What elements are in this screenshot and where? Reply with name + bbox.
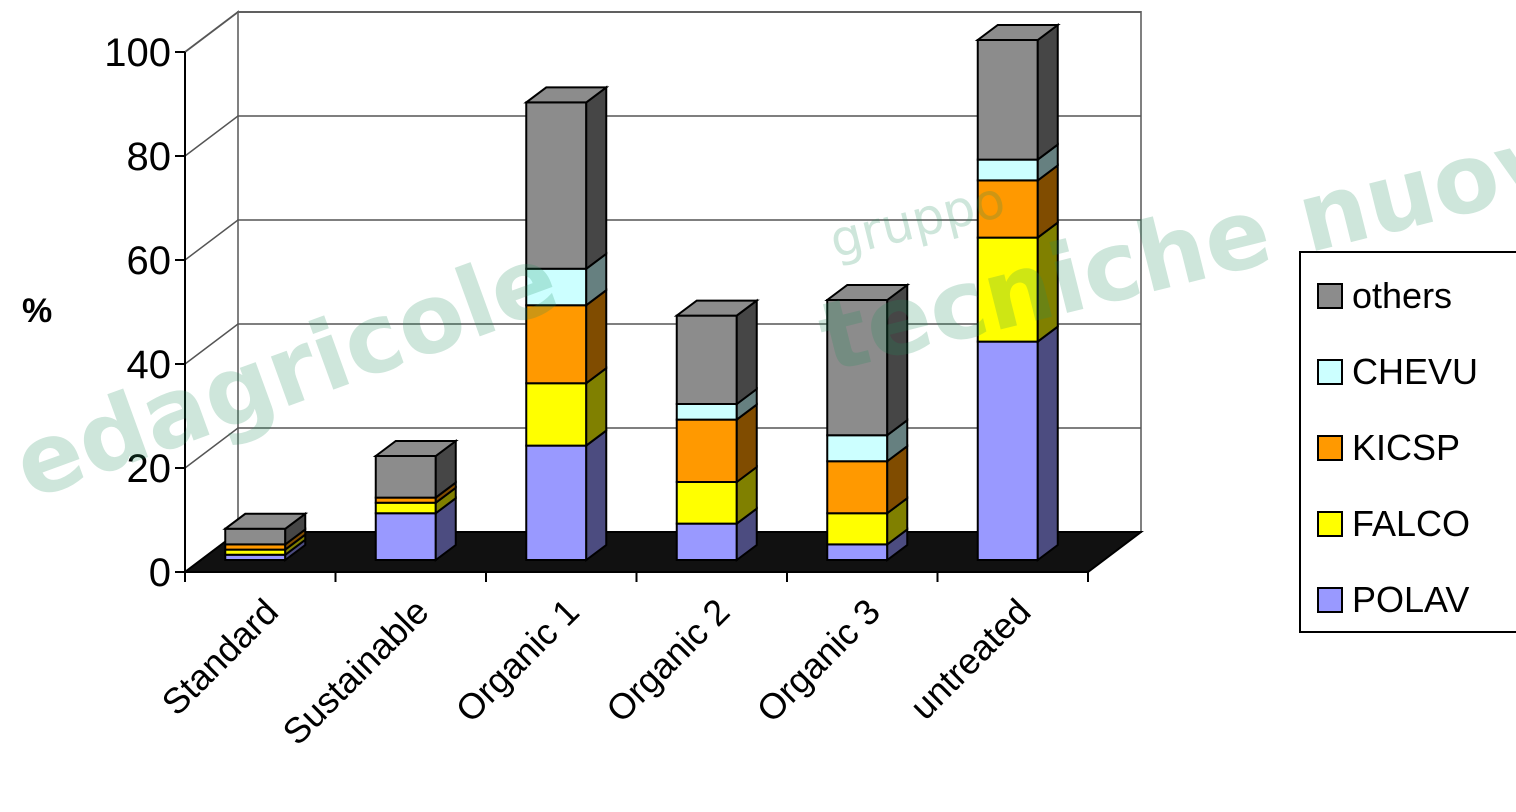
- y-tick-label: 100: [104, 31, 171, 75]
- bar-front: [525, 444, 588, 561]
- bar-front: [976, 39, 1039, 161]
- gridline: [184, 219, 1141, 261]
- bar-front: [374, 455, 437, 499]
- legend-label: FALCO: [1352, 503, 1470, 544]
- bar-side: [1036, 324, 1059, 562]
- y-axis-label: %: [22, 292, 52, 330]
- gridline: [184, 115, 1141, 157]
- bar-segment-others: [224, 511, 307, 547]
- bar-front: [374, 501, 437, 515]
- bar-stack-standard: [222, 511, 309, 562]
- y-tick-label: 0: [149, 551, 171, 595]
- bar-stack-untreated: [974, 23, 1061, 562]
- bar-segment-others: [976, 23, 1059, 162]
- bar-front: [826, 460, 889, 515]
- bar-top: [523, 86, 610, 104]
- bar-top: [673, 299, 760, 317]
- legend: others CHEVU KICSP FALCO POLAV: [1299, 251, 1516, 633]
- bar-front: [675, 481, 738, 525]
- bar-segment-polav: [675, 506, 758, 562]
- legend-label: POLAV: [1352, 579, 1469, 620]
- y-tick-label: 80: [127, 135, 172, 179]
- y-axis: 0 20 40 60 80 100: [104, 31, 186, 595]
- bar-segment-kicsp: [525, 288, 608, 386]
- bar-front: [675, 418, 738, 483]
- legend-item-kicsp: KICSP: [1317, 427, 1460, 468]
- bar-front: [675, 522, 738, 561]
- legend-swatch: [1317, 283, 1343, 309]
- legend-swatch: [1317, 359, 1343, 385]
- bar-front: [826, 512, 889, 546]
- x-category-label: untreated: [902, 591, 1039, 728]
- bar-stack-organic-1: [523, 85, 610, 562]
- x-category-label: Organic 2: [598, 591, 737, 730]
- bar-segment-falco: [675, 465, 758, 526]
- bar-front: [976, 340, 1039, 561]
- legend-label: CHEVU: [1352, 351, 1478, 392]
- bar-segment-others: [374, 439, 457, 500]
- legend-swatch: [1317, 435, 1343, 461]
- y-tick-label: 20: [127, 447, 172, 491]
- legend-item-chevu: CHEVU: [1317, 351, 1478, 392]
- bar-front: [675, 314, 738, 405]
- legend-item-polav: POLAV: [1317, 579, 1469, 620]
- bar-segment-polav: [224, 537, 307, 562]
- bar-front: [374, 512, 437, 561]
- bar-segment-polav: [374, 496, 457, 562]
- legend-label: KICSP: [1352, 427, 1460, 468]
- bar-side: [1036, 23, 1059, 162]
- legend-item-falco: FALCO: [1317, 503, 1470, 544]
- side-wall: [184, 9, 239, 575]
- bar-side: [585, 85, 608, 271]
- bar-front: [826, 543, 889, 561]
- bar-segment-falco: [525, 366, 608, 448]
- y-tick-label: 40: [127, 343, 172, 387]
- legend-item-others: others: [1317, 275, 1452, 316]
- x-category-label: Standard: [154, 591, 286, 723]
- bars: [222, 23, 1061, 562]
- bar-top: [222, 512, 309, 530]
- legend-swatch: [1317, 511, 1343, 537]
- y-tick-label: 60: [127, 239, 172, 283]
- bar-segment-chevu: [525, 251, 608, 308]
- bar-side: [585, 428, 608, 562]
- bar-front: [525, 382, 588, 447]
- bar-front: [675, 403, 738, 421]
- x-category-label: Sustainable: [274, 591, 436, 753]
- bar-top: [974, 24, 1061, 41]
- bar-front: [224, 527, 287, 546]
- bar-segment-polav: [525, 428, 608, 562]
- bar-front: [826, 434, 889, 463]
- legend-label: others: [1352, 275, 1452, 316]
- bar-stack-organic-2: [673, 298, 760, 562]
- bar-stack-organic-3: [824, 283, 911, 562]
- x-category-label: Organic 3: [749, 591, 888, 730]
- legend-swatch: [1317, 587, 1343, 613]
- bar-segment-polav: [976, 324, 1059, 562]
- gridline: [184, 11, 1141, 53]
- x-category-label: Organic 1: [448, 591, 587, 730]
- bar-side: [735, 298, 758, 406]
- bar-stack-sustainable: [372, 439, 459, 562]
- bar-segment-others: [675, 298, 758, 406]
- bar-top: [372, 440, 459, 457]
- bar-top: [824, 284, 911, 301]
- bar-segment-others: [525, 85, 608, 271]
